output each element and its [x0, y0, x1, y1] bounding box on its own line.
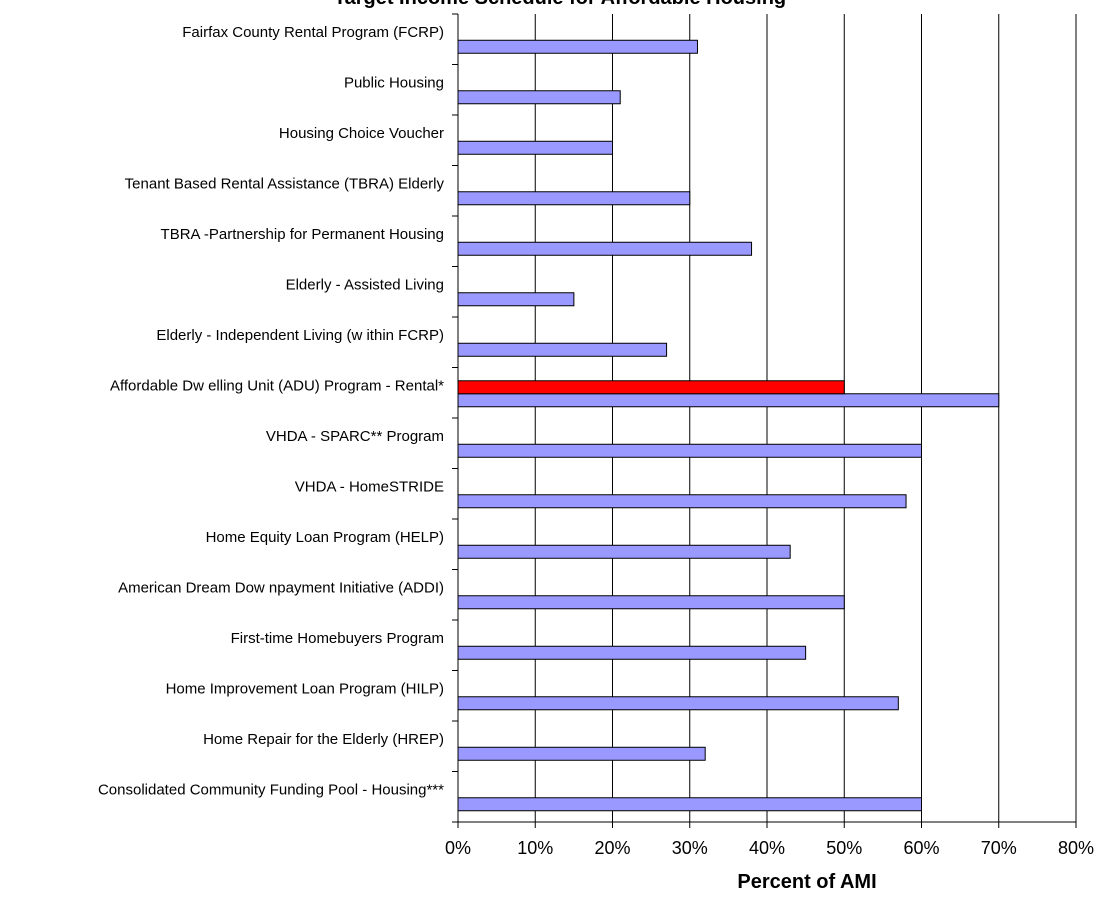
category-label: Home Improvement Loan Program (HILP) [166, 681, 444, 698]
bar [457, 443, 922, 458]
x-tick-label: 80% [1058, 838, 1094, 858]
category-label: Affordable Dw elling Unit (ADU) Program … [110, 378, 444, 395]
x-tick-label: 20% [594, 838, 630, 858]
category-label: American Dream Dow npayment Initiative (… [118, 580, 444, 597]
bar-highlight [457, 380, 845, 395]
category-label: VHDA - HomeSTRIDE [295, 479, 444, 496]
x-tick-label: 50% [826, 838, 862, 858]
tick-labels: 0% 10% 20% 30% 40% 50% 60% 70% 80% [445, 838, 1094, 858]
bar [457, 39, 698, 54]
axes [452, 13, 1077, 828]
category-label: Elderly - Independent Living (w ithin FC… [156, 327, 444, 344]
category-label: Tenant Based Rental Assistance (TBRA) El… [125, 176, 445, 193]
bar [457, 797, 922, 812]
category-label: TBRA -Partnership for Permanent Housing [161, 226, 444, 243]
x-tick-label: 40% [749, 838, 785, 858]
bar [457, 292, 575, 307]
chart-title: Target Income Schedule for Affordable Ho… [334, 0, 786, 9]
x-axis-title: Percent of AMI [737, 871, 876, 893]
bar [457, 191, 691, 206]
category-label: Public Housing [344, 75, 444, 92]
bar [457, 241, 753, 256]
bar [457, 544, 791, 559]
x-tick-label: 60% [903, 838, 939, 858]
bar [457, 140, 613, 155]
bar [457, 645, 807, 660]
bar [457, 342, 668, 357]
category-label: Fairfax County Rental Program (FCRP) [182, 24, 444, 41]
x-tick-label: 10% [517, 838, 553, 858]
bar [457, 746, 706, 761]
x-tick-label: 0% [445, 838, 471, 858]
category-label: Home Equity Loan Program (HELP) [206, 529, 444, 546]
bars [457, 39, 1000, 812]
category-label: Home Repair for the Elderly (HREP) [203, 731, 444, 748]
x-tick-label: 70% [981, 838, 1017, 858]
bar [457, 595, 845, 610]
category-label: First-time Homebuyers Program [231, 630, 444, 647]
category-label: Housing Choice Voucher [279, 125, 444, 142]
bar [457, 393, 1000, 408]
x-tick-label: 30% [672, 838, 708, 858]
bar [457, 90, 621, 105]
category-label: Elderly - Assisted Living [286, 277, 444, 294]
bar [457, 494, 907, 509]
category-label: Consolidated Community Funding Pool - Ho… [98, 782, 444, 799]
category-label: VHDA - SPARC** Program [266, 428, 444, 445]
category-labels: Fairfax County Rental Program (FCRP) Publ… [98, 24, 445, 799]
bar [457, 696, 899, 711]
